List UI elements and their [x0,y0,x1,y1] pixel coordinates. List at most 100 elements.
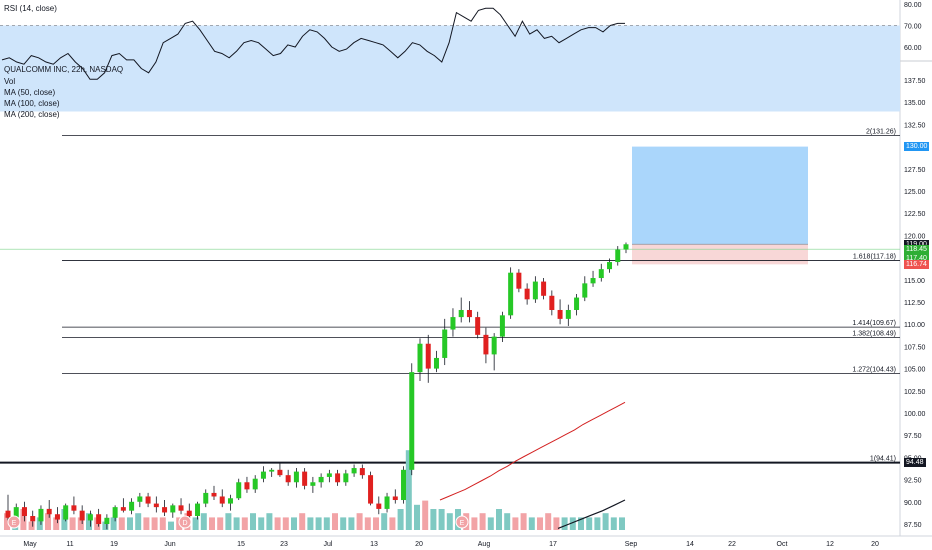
candle-body [244,482,250,490]
candle-body [54,514,60,520]
time-axis-label: 17 [549,541,557,548]
volume-bar [217,517,224,530]
candle-body [574,297,580,310]
volume-bar [258,517,265,530]
candle-body [195,503,201,517]
candle-body [310,482,316,486]
legend-vol: Vol [4,77,16,86]
event-marker-label: E [12,520,17,527]
volume-bar [586,517,593,530]
volume-bar [389,517,396,530]
volume-bar [315,517,322,530]
candle-body [203,492,209,504]
rsi-tick-label: 60.00 [904,45,922,52]
candle-body [145,496,151,504]
candle-body [104,517,110,524]
candle-body [252,478,258,490]
price-tag: 116.74 [904,259,929,269]
volume-bar [397,509,404,530]
volume-bar [151,517,158,530]
volume-bar [487,517,494,530]
volume-bar [118,517,125,530]
legend-ma100: MA (100, close) [4,99,60,108]
candle-body [236,482,242,499]
time-axis-label: 23 [280,541,288,548]
candle-body [598,269,604,279]
volume-bar [610,517,617,530]
rsi-title: RSI (14, close) [4,4,57,13]
volume-bar [200,513,207,530]
fib-level-label: 1.272(104.43) [852,367,896,374]
time-axis-label: 11 [66,541,73,548]
candle-body [425,343,431,369]
volume-bar [233,517,240,530]
candle-body [129,501,135,511]
rsi-line [1,7,625,80]
candle-body [491,336,497,355]
time-axis-label: Aug [478,541,491,548]
candle-body [565,309,571,319]
price-tick-label: 87.50 [904,522,922,529]
volume-bar [405,450,412,530]
price-tick-label: 105.00 [904,367,926,374]
time-axis-label: 20 [871,541,879,548]
volume-bar [274,517,281,530]
volume-bar [520,513,527,530]
candle-body [607,262,613,270]
volume-bar [135,513,142,530]
volume-bar [332,513,338,530]
candle-body [590,278,596,284]
candle-body [376,503,382,509]
time-axis-label: 15 [237,541,245,548]
volume-bar [69,517,76,530]
candle-body [458,309,464,318]
time-axis-label: Jun [164,541,175,548]
volume-bar [291,517,297,530]
price-tick-label: 100.00 [904,411,926,418]
volume-bar [438,509,445,530]
candle-body [384,496,390,509]
volume-bar [430,509,437,530]
fib-level-label: 2(131.26) [866,128,896,135]
candle-body [401,469,407,501]
volume-bar [45,513,51,530]
candle-body [277,469,283,476]
candle-body [79,510,85,521]
candle-body [63,505,69,520]
candle-body [186,510,192,517]
event-marker-label: D [182,520,187,527]
price-tick-label: 122.50 [904,211,926,218]
candle-body [359,468,365,476]
candle-body [162,507,168,513]
time-axis-label: Jul [324,541,333,548]
volume-bar [537,517,543,530]
candle-body [178,505,184,511]
volume-bar [569,517,576,530]
volume-bar [553,517,560,530]
price-tag: 94.48 [904,457,926,467]
price-tick-label: 115.00 [904,278,925,285]
volume-bar [446,513,453,530]
candle-body [170,505,176,513]
price-tick-label: 92.50 [904,478,922,485]
price-tick-label: 112.50 [904,300,925,307]
volume-bar [356,513,363,530]
candle-body [475,317,481,335]
candle-body [318,476,324,483]
long-position-profit-zone [632,146,808,245]
candle-body [532,281,538,300]
candle-body [549,295,555,310]
candle-body [499,315,505,337]
candle-body [293,471,299,483]
candle-body [87,514,93,521]
candle-body [508,272,514,316]
volume-bar [53,517,60,530]
candle-body [409,372,415,470]
price-tag: 117.40 [904,253,929,263]
candle-body [5,510,11,518]
volume-bar [86,513,92,530]
candle-body [120,507,126,511]
time-axis-label: 20 [415,541,423,548]
volume-bar [340,517,347,530]
